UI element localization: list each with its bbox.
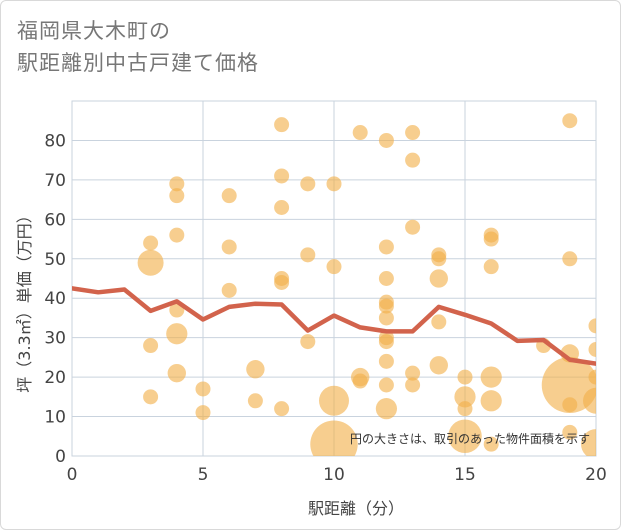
- bubble-point: [562, 397, 578, 413]
- bubble-point: [562, 251, 578, 267]
- bubble-point: [300, 176, 316, 192]
- bubble-point: [405, 365, 421, 381]
- bubble-point: [378, 239, 394, 255]
- bubble-point: [221, 282, 237, 298]
- trend-line-layer: [72, 286, 596, 366]
- bubble-point: [457, 369, 473, 385]
- bubble-point: [326, 176, 342, 192]
- bubble-point: [454, 386, 476, 408]
- bubble-point: [221, 188, 237, 204]
- bubble-point: [195, 381, 211, 397]
- bubble-point: [169, 176, 185, 192]
- bubble-point: [483, 231, 499, 247]
- bubble-point: [378, 271, 394, 286]
- bubble-point: [431, 314, 447, 330]
- y-tick-label: 50: [44, 250, 66, 270]
- x-tick-label: 0: [67, 465, 78, 485]
- bubble-size-note: 円の大きさは、取引のあった物件面積を示す: [350, 431, 590, 446]
- bubble-point: [300, 247, 316, 263]
- bubble-point: [143, 389, 159, 405]
- bubble-point: [541, 356, 596, 414]
- y-tick-label: 30: [44, 329, 66, 349]
- bubble-point: [166, 323, 188, 345]
- bubble-layer: [137, 113, 596, 456]
- bubble-point: [274, 401, 290, 417]
- bubble-point: [352, 373, 368, 389]
- bubble-point: [378, 377, 394, 393]
- bubble-point: [319, 385, 349, 416]
- bubble-point: [375, 398, 398, 420]
- bubble-point: [480, 366, 502, 388]
- bubble-point: [221, 239, 237, 255]
- bubble-point: [562, 113, 578, 129]
- y-tick-label: 10: [44, 408, 66, 428]
- bubble-point: [169, 227, 185, 243]
- bubble-point: [429, 356, 448, 375]
- bubble-point: [274, 168, 290, 184]
- bubble-point: [137, 249, 164, 276]
- bubble-point: [448, 419, 482, 454]
- bubble-point: [378, 310, 394, 326]
- y-tick-label: 60: [44, 210, 66, 230]
- y-axis-label: 坪（3.3㎡）単価（万円）: [15, 207, 34, 392]
- bubble-point: [300, 334, 316, 350]
- bubble-point: [378, 298, 394, 314]
- bubble-point: [483, 259, 499, 275]
- bubble-point: [326, 259, 342, 275]
- x-tick-label: 15: [454, 465, 476, 485]
- bubble-point: [588, 318, 596, 334]
- bubble-point: [457, 401, 473, 417]
- bubble-point: [246, 360, 265, 379]
- bubble-point: [378, 334, 394, 350]
- bubble-point: [378, 132, 394, 148]
- bubble-point: [581, 429, 596, 456]
- x-tick-label: 20: [585, 465, 607, 485]
- bubble-point: [588, 369, 596, 385]
- bubble-point: [483, 436, 499, 452]
- x-tick-label: 10: [323, 465, 345, 485]
- bubble-point: [310, 420, 358, 456]
- bubble-point: [405, 377, 421, 393]
- average-price-line: [72, 286, 596, 366]
- y-tick-label: 70: [44, 171, 66, 191]
- bubble-point: [480, 390, 502, 412]
- y-tick-label: 20: [44, 368, 66, 388]
- y-tick-label: 0: [55, 447, 66, 467]
- bubble-point: [195, 405, 211, 421]
- x-tick-label: 5: [198, 465, 209, 485]
- bubble-point: [274, 117, 290, 133]
- chart-title-line-2: 駅距離別中古戸建て価格: [17, 51, 259, 75]
- bubble-point: [378, 353, 394, 369]
- bubble-point: [405, 219, 421, 235]
- bubble-point: [247, 393, 263, 409]
- bubble-point: [167, 363, 186, 383]
- bubble-point: [143, 235, 159, 251]
- bubble-point: [583, 387, 596, 414]
- bubble-point: [405, 152, 421, 168]
- bubble-point: [562, 424, 578, 440]
- bubble-point: [429, 269, 448, 288]
- bubble-point: [352, 125, 368, 141]
- chart-title: 福岡県大木町の 駅距離別中古戸建て価格: [17, 15, 417, 79]
- bubble-point: [588, 342, 596, 357]
- bubble-point: [431, 251, 447, 267]
- tick-label-layer: 0 10 20 30 40 50 60 70 80 0 5 10 15 20: [44, 131, 606, 485]
- bubble-point: [169, 188, 185, 204]
- x-axis-label: 駅距離（分）: [308, 499, 404, 518]
- y-tick-label: 80: [44, 131, 66, 151]
- bubble-point: [274, 200, 290, 215]
- bubble-point: [274, 274, 290, 290]
- bubble-point: [405, 125, 421, 141]
- chart-title-line-1: 福岡県大木町の: [17, 19, 171, 43]
- bubble-point: [143, 338, 159, 354]
- y-tick-label: 40: [44, 289, 66, 309]
